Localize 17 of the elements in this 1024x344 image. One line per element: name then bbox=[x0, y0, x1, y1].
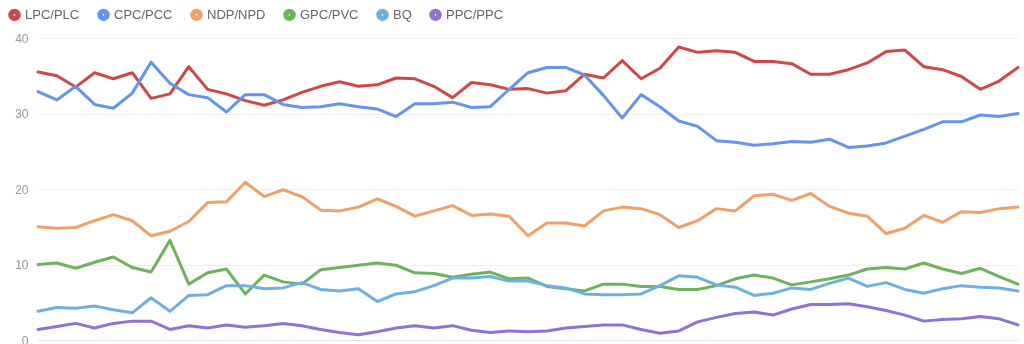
legend-label: BQ bbox=[393, 6, 412, 22]
legend-label: GPC/PVC bbox=[300, 6, 359, 22]
legend-label: NDP/NPD bbox=[207, 6, 266, 22]
line-series bbox=[36, 180, 1020, 238]
legend-label: LPC/PLC bbox=[25, 6, 80, 22]
line-series bbox=[36, 274, 1020, 315]
y-tick-label: 20 bbox=[15, 182, 29, 197]
line-series bbox=[36, 60, 1020, 149]
legend-label: PPC/PPC bbox=[446, 6, 504, 22]
y-tick-label: 10 bbox=[15, 258, 29, 272]
y-tick-label: 0 bbox=[21, 333, 29, 344]
y-tick-label: 30 bbox=[15, 107, 29, 121]
line-series bbox=[36, 45, 1020, 107]
line-series bbox=[36, 238, 1020, 296]
legend-label: CPC/PCC bbox=[114, 6, 173, 22]
line-series bbox=[36, 302, 1020, 337]
y-tick-label: 40 bbox=[15, 31, 29, 46]
